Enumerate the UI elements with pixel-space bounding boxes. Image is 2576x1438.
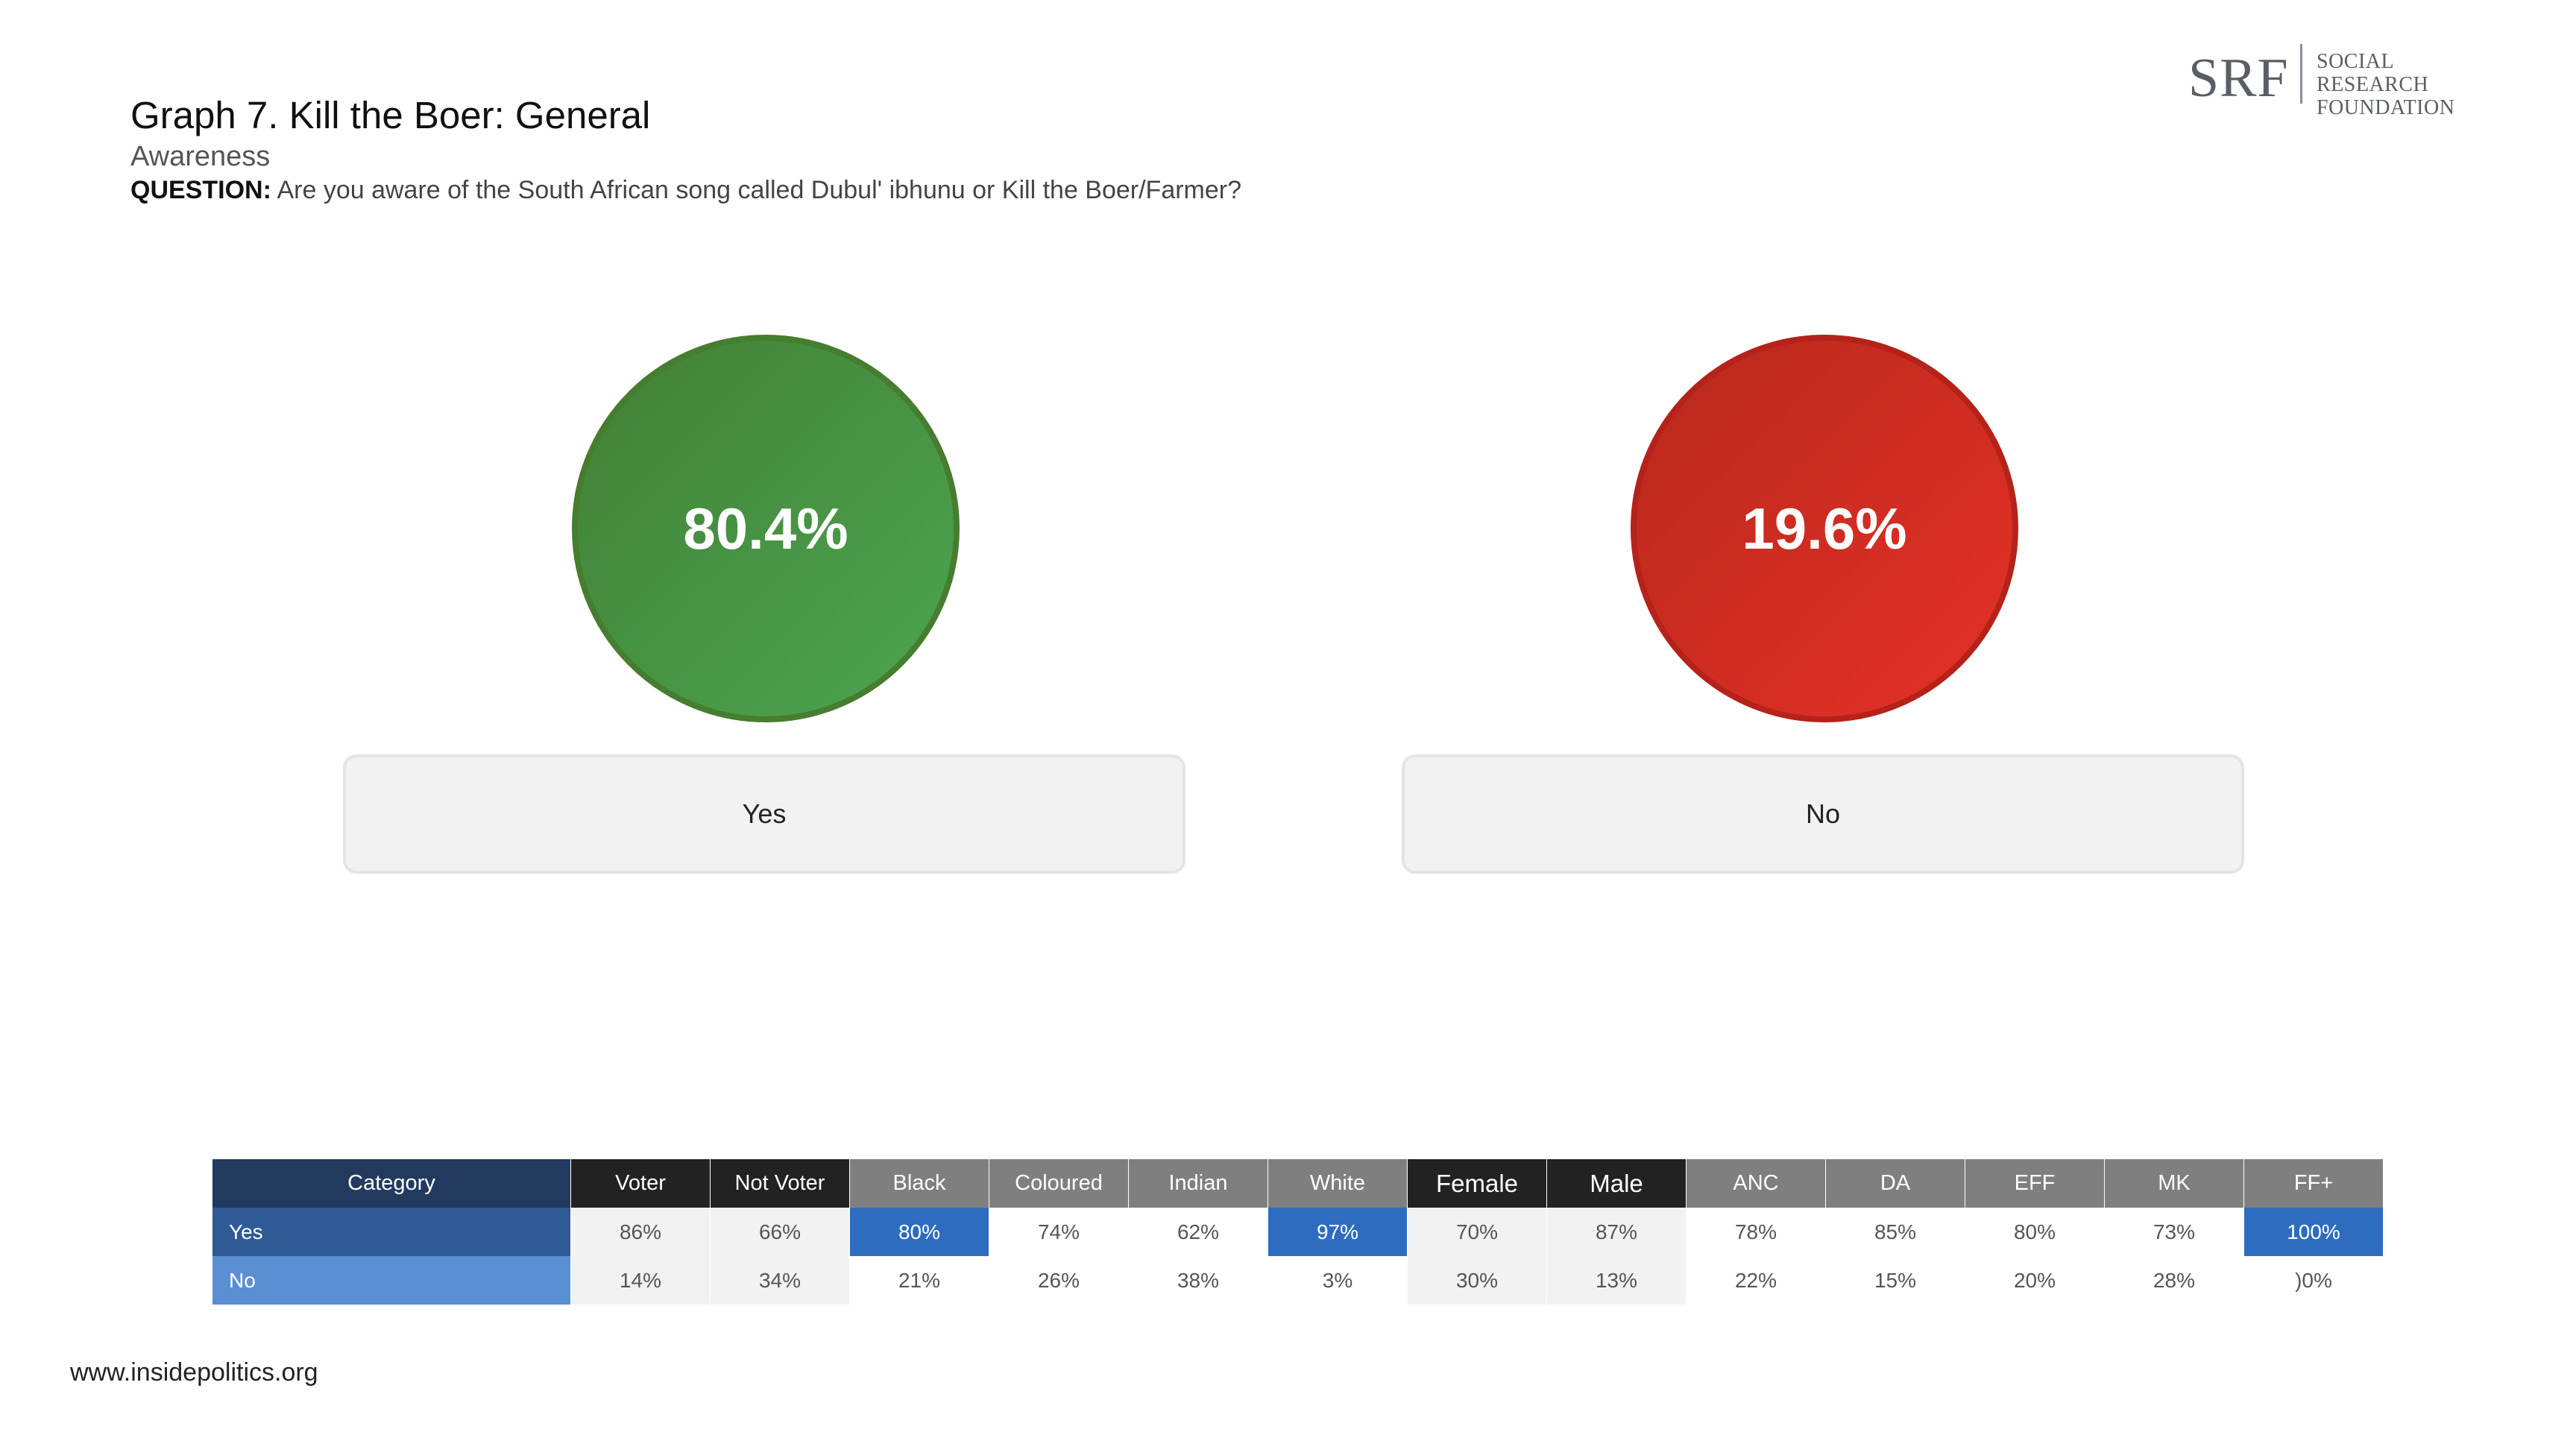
- table-cell: 14%: [571, 1256, 710, 1305]
- bubble-no-value: 19.6%: [1742, 495, 1907, 561]
- header-cell: DA: [1826, 1159, 1965, 1208]
- table-cell: 22%: [1687, 1256, 1825, 1305]
- chart-title: Graph 7. Kill the Boer: General: [130, 94, 651, 136]
- logo-line-1: SOCIAL RESEARCH: [2317, 50, 2429, 96]
- header-cell: ANC: [1687, 1159, 1825, 1208]
- question-line: QUESTION: Are you aware of the South Afr…: [130, 174, 1241, 206]
- table-cell: 30%: [1408, 1256, 1546, 1305]
- table-cell-highlight: 80%: [850, 1208, 989, 1256]
- table-cell: 80%: [1965, 1208, 2104, 1256]
- header-cell: MK: [2105, 1159, 2243, 1208]
- table-cell: 73%: [2105, 1208, 2243, 1256]
- footer-url: www.insidepolitics.org: [70, 1358, 318, 1387]
- table-cell: 70%: [1408, 1208, 1546, 1256]
- logo-line-2: FOUNDATION: [2317, 96, 2455, 119]
- table-cell: 87%: [1547, 1208, 1686, 1256]
- table-cell: 86%: [571, 1208, 710, 1256]
- header-cell-category: Category: [212, 1159, 570, 1208]
- header-cell: Female: [1408, 1159, 1546, 1208]
- table-cell: 66%: [711, 1208, 849, 1256]
- table-cell: 20%: [1965, 1256, 2104, 1305]
- table-cell-highlight: 97%: [1268, 1208, 1407, 1256]
- table-cell: 74%: [989, 1208, 1128, 1256]
- bubble-yes: 80.4%: [572, 335, 960, 722]
- table-cell: 28%: [2105, 1256, 2243, 1305]
- table-cell-highlight: 100%: [2244, 1208, 2383, 1256]
- table-cell: 38%: [1129, 1256, 1267, 1305]
- logo-divider: [2300, 44, 2302, 104]
- header-cell: White: [1268, 1159, 1407, 1208]
- table-cell: 62%: [1129, 1208, 1267, 1256]
- title-block: Graph 7. Kill the Boer: General Awarenes…: [130, 93, 1241, 206]
- table-cell: )0%: [2244, 1256, 2383, 1305]
- table-row-yes: Yes 86% 66% 80% 74% 62% 97% 70% 87% 78% …: [212, 1208, 2383, 1256]
- table-cell: 26%: [989, 1256, 1128, 1305]
- header-cell: Black: [850, 1159, 989, 1208]
- question-text: Are you aware of the South African song …: [271, 176, 1242, 204]
- row-label-no: No: [212, 1256, 570, 1305]
- header-cell: Male: [1547, 1159, 1686, 1208]
- header-cell: EFF: [1965, 1159, 2104, 1208]
- bubble-yes-value: 80.4%: [683, 495, 848, 561]
- table-cell: 85%: [1826, 1208, 1965, 1256]
- table-cell: 13%: [1547, 1256, 1686, 1305]
- table-cell: 21%: [850, 1256, 989, 1305]
- table-cell: 3%: [1268, 1256, 1407, 1305]
- row-label-yes: Yes: [212, 1208, 570, 1256]
- header-cell: FF+: [2244, 1159, 2383, 1208]
- table-cell: 78%: [1687, 1208, 1825, 1256]
- table-row-no: No 14% 34% 21% 26% 38% 3% 30% 13% 22% 15…: [212, 1256, 2383, 1305]
- logo-mark: SRF: [2188, 48, 2289, 109]
- table-header-row: Category Voter Not Voter Black Coloured …: [212, 1159, 2383, 1208]
- header-cell: Coloured: [989, 1159, 1128, 1208]
- header-cell: Not Voter: [711, 1159, 849, 1208]
- question-label: QUESTION:: [130, 176, 271, 204]
- category-box-no: No: [1402, 754, 2244, 874]
- table-cell: 15%: [1826, 1256, 1965, 1305]
- header-cell: Indian: [1129, 1159, 1267, 1208]
- bubble-no: 19.6%: [1631, 335, 2018, 722]
- logo-text: SOCIAL RESEARCH FOUNDATION: [2317, 50, 2454, 119]
- header-cell: Voter: [571, 1159, 710, 1208]
- breakdown-table: Category Voter Not Voter Black Coloured …: [212, 1159, 2383, 1305]
- category-box-yes: Yes: [343, 754, 1185, 874]
- chart-subtitle: Awareness: [130, 141, 271, 172]
- table-cell: 34%: [711, 1256, 849, 1305]
